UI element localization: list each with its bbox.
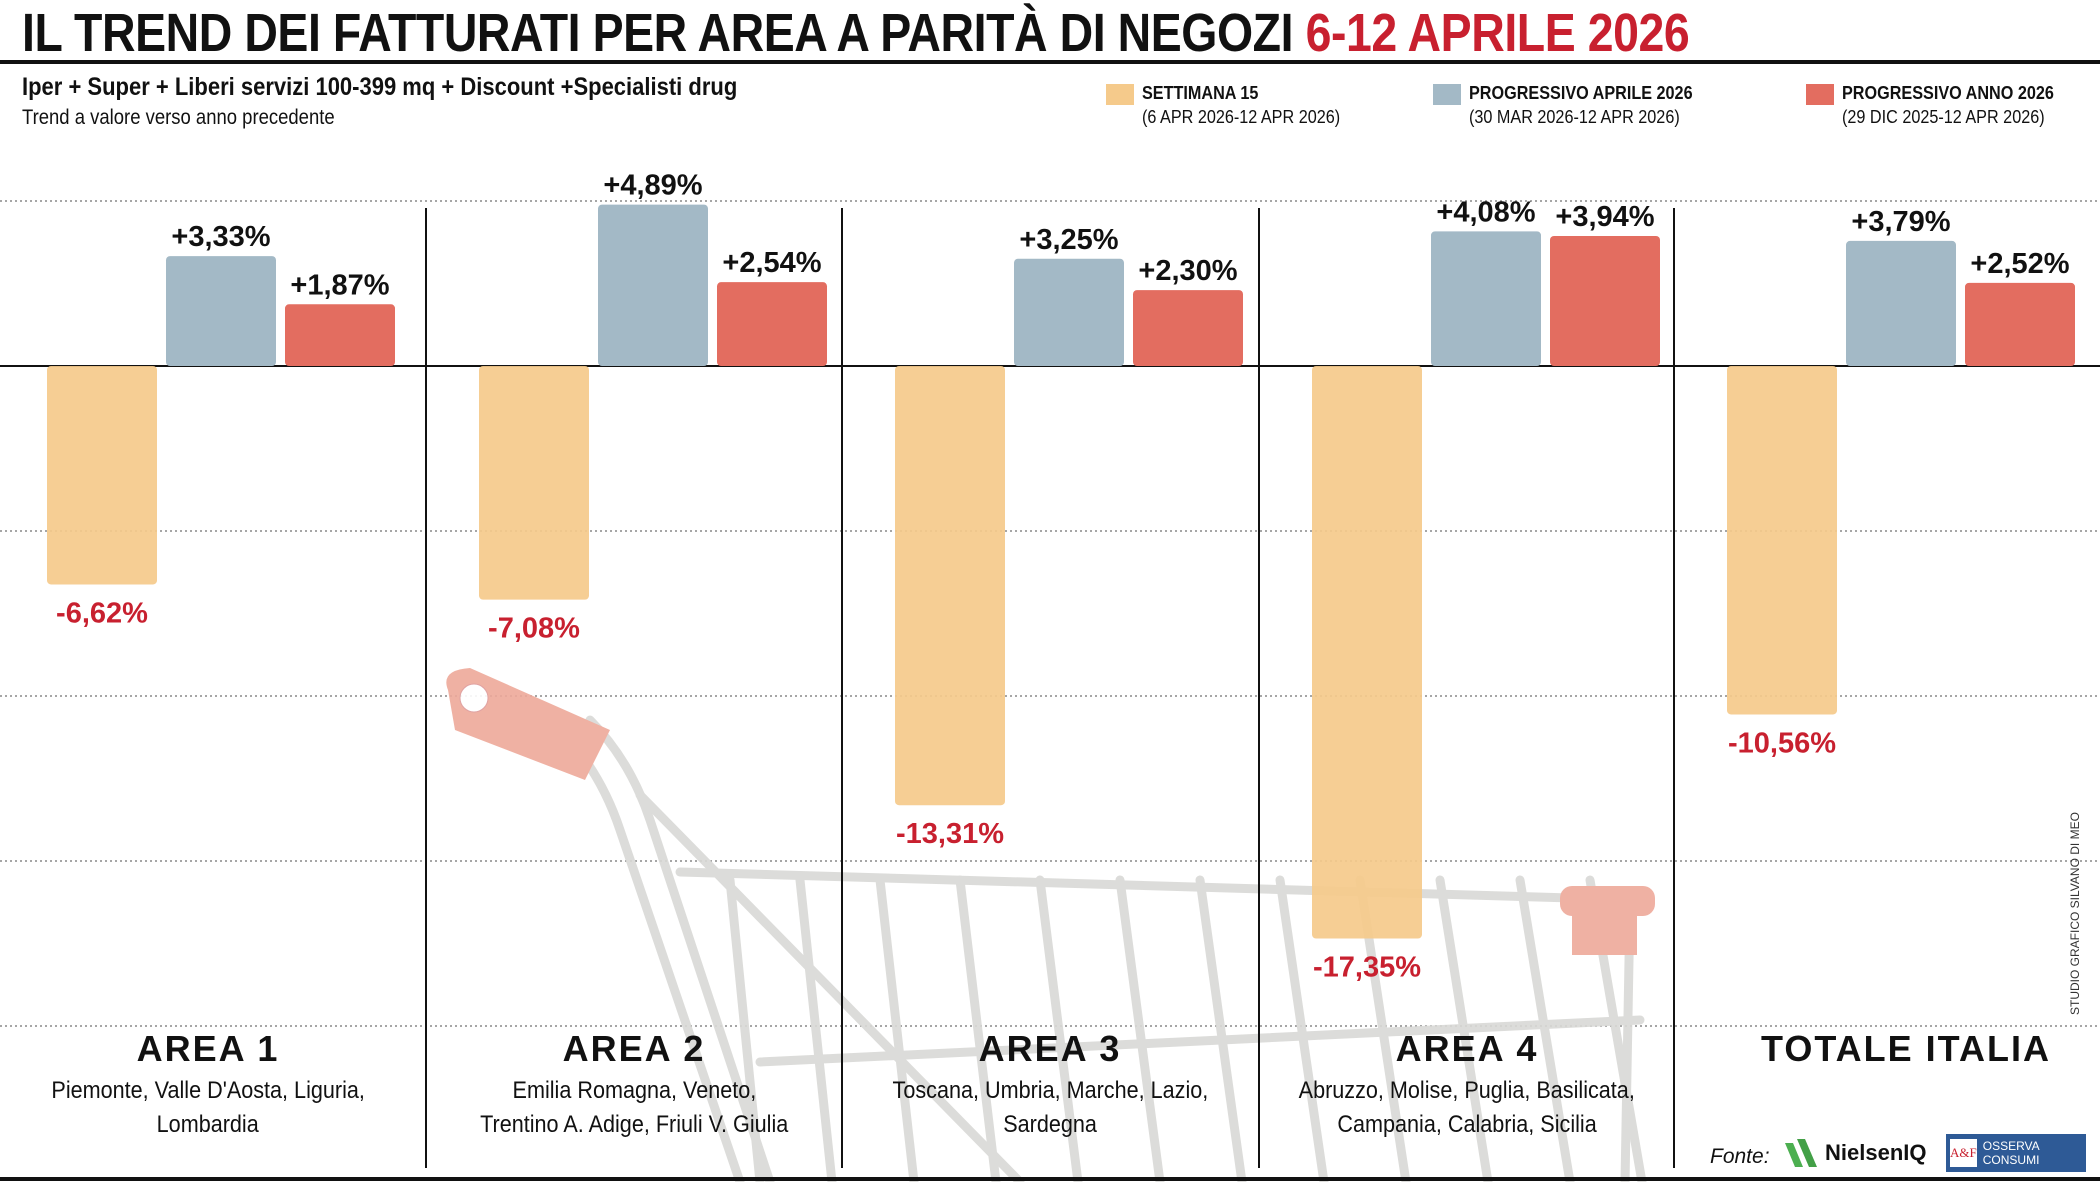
legend-period: (30 MAR 2026-12 APR 2026)	[1469, 107, 1680, 127]
area-title: AREA 4	[1395, 1028, 1539, 1069]
credit: STUDIO GRAFICO SILVANO DI MEO	[2068, 812, 2082, 1015]
region-line: Emilia Romagna, Veneto,	[512, 1077, 756, 1104]
region-line: Abruzzo, Molise, Puglia, Basilicata,	[1298, 1077, 1636, 1104]
bottom-rule	[0, 1177, 2100, 1181]
area-title: AREA 3	[978, 1028, 1122, 1069]
title-rule	[0, 60, 2100, 64]
bar-progressivo-aprile	[1431, 231, 1541, 366]
region-line: Piemonte, Valle D'Aosta, Liguria,	[51, 1077, 365, 1104]
subtitle: Iper + Super + Liberi servizi 100-399 mq…	[22, 73, 738, 101]
data-label: +4,89%	[603, 170, 702, 202]
osserva-consumi-logo: A&F OSSERVA CONSUMI	[1946, 1134, 2086, 1172]
legend-label: PROGRESSIVO ANNO 2026	[1842, 83, 2054, 103]
legend-period: (6 APR 2026-12 APR 2026)	[1142, 107, 1341, 127]
region-line: Trentino A. Adige, Friuli V. Giulia	[479, 1111, 789, 1138]
shopping-cart-illustration	[446, 668, 1655, 1182]
bar-progressivo-anno	[1965, 282, 2075, 366]
bar-progressivo-anno	[1133, 290, 1243, 366]
data-label: +1,87%	[290, 269, 389, 301]
source-label: Fonte:	[1710, 1145, 1770, 1168]
region-line: Sardegna	[1003, 1111, 1097, 1138]
region-line: Toscana, Umbria, Marche, Lazio,	[892, 1077, 1208, 1104]
bar-progressivo-aprile	[166, 256, 276, 366]
area-regions: Emilia Romagna, Veneto, Trentino A. Adige…	[426, 1074, 842, 1142]
title-date: 6-12 APRILE 2026	[1305, 3, 1690, 63]
data-label: +4,08%	[1436, 196, 1535, 228]
area-title: AREA 1	[136, 1028, 280, 1069]
bar-progressivo-anno	[717, 282, 827, 366]
data-label: +3,25%	[1019, 224, 1118, 256]
data-label: -6,62%	[56, 597, 148, 629]
legend-swatch	[1433, 84, 1461, 105]
bar-progressivo-aprile	[1846, 240, 1956, 366]
nielseniq-logo: NielsenIQ	[1785, 1136, 1926, 1170]
area-regions: Piemonte, Valle D'Aosta, Liguria, Lombard…	[0, 1074, 416, 1142]
data-label: -10,56%	[1728, 727, 1836, 759]
data-label: +3,79%	[1851, 206, 1950, 238]
legend-label: SETTIMANA 15	[1142, 83, 1259, 103]
area-title: AREA 2	[562, 1028, 706, 1069]
legend-period: (29 DIC 2025-12 APR 2026)	[1842, 107, 2045, 127]
bar-settimana	[1312, 366, 1422, 939]
data-label: +2,54%	[722, 247, 821, 279]
bar-settimana	[1727, 366, 1837, 715]
data-label: -7,08%	[488, 613, 580, 645]
bar-progressivo-anno	[1550, 235, 1660, 366]
legend-swatch	[1106, 84, 1134, 105]
bar-progressivo-aprile	[598, 204, 708, 366]
data-label: +3,33%	[171, 221, 270, 253]
data-label: +2,52%	[1970, 248, 2069, 280]
bar-settimana	[479, 366, 589, 600]
af-logo: A&F	[1950, 1139, 1977, 1167]
chart-title: IL TREND DEI FATTURATI PER AREA A PARITÀ…	[22, 2, 1690, 64]
legend-swatch	[1806, 84, 1834, 105]
area-regions: Abruzzo, Molise, Puglia, Basilicata, Camp…	[1259, 1074, 1675, 1142]
data-label: +2,30%	[1138, 255, 1237, 287]
bar-settimana	[47, 366, 157, 585]
area-regions: Toscana, Umbria, Marche, Lazio, Sardegna	[842, 1074, 1258, 1142]
bar-settimana	[895, 366, 1005, 806]
title-main: IL TREND DEI FATTURATI PER AREA A PARITÀ…	[22, 3, 1294, 63]
nielsen-text: NielsenIQ	[1825, 1140, 1927, 1165]
bar-progressivo-anno	[285, 304, 395, 366]
data-label: -13,31%	[896, 818, 1004, 850]
data-label: +3,94%	[1555, 201, 1654, 233]
osserva-text: OSSERVA CONSUMI	[1982, 1139, 2040, 1167]
subtitle-2: Trend a valore verso anno precedente	[22, 106, 335, 129]
bar-progressivo-aprile	[1014, 258, 1124, 366]
region-line: Campania, Calabria, Sicilia	[1337, 1111, 1597, 1138]
data-label: -17,35%	[1313, 952, 1421, 984]
area-title: TOTALE ITALIA	[1761, 1028, 2051, 1069]
legend-label: PROGRESSIVO APRILE 2026	[1469, 83, 1693, 103]
nielsen-mark-icon	[1785, 1139, 1817, 1167]
region-line: Lombardia	[156, 1111, 260, 1138]
